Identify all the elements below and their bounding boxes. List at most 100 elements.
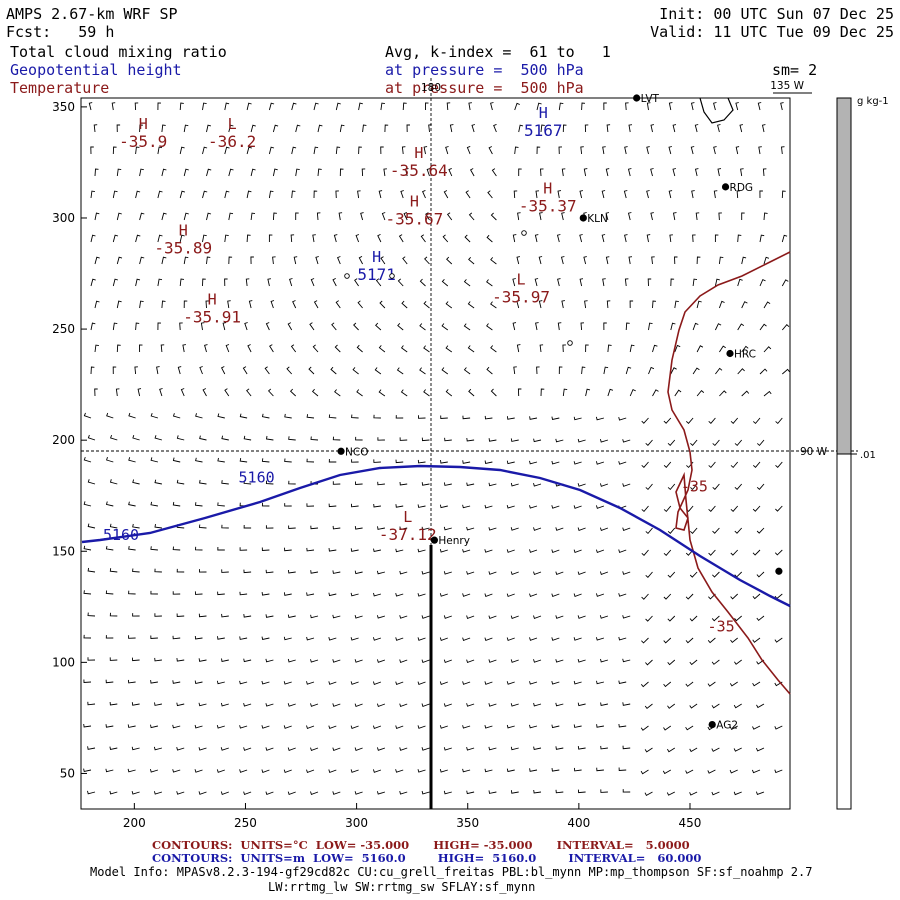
wind-barb xyxy=(199,524,207,529)
wind-barb xyxy=(206,168,212,177)
wind-barb xyxy=(707,769,716,774)
wind-barb xyxy=(153,791,163,795)
wind-barb xyxy=(272,256,276,265)
wind-barb xyxy=(443,703,452,707)
wind-barb xyxy=(674,256,678,265)
wind-barb xyxy=(397,278,404,287)
wind-barb xyxy=(730,417,739,424)
wind-barb xyxy=(90,322,96,331)
wind-barb xyxy=(194,591,203,595)
wind-barb xyxy=(339,124,345,133)
wind-barb xyxy=(205,300,210,309)
wind-barb xyxy=(446,256,453,265)
wind-barb xyxy=(486,366,493,375)
wind-barb xyxy=(529,637,538,641)
wind-barb xyxy=(395,548,404,553)
wind-barb xyxy=(228,168,234,177)
wind-barb xyxy=(685,769,694,774)
wind-barb xyxy=(127,679,136,684)
wind-barb xyxy=(283,725,292,729)
wind-barb xyxy=(375,278,382,287)
wind-barb xyxy=(261,725,270,729)
wind-barb xyxy=(690,146,695,155)
wind-barb xyxy=(265,703,274,707)
wind-barb xyxy=(557,190,562,199)
forecast-hour: Fcst: 59 h xyxy=(6,23,115,41)
wind-barb xyxy=(781,324,790,331)
wind-barb xyxy=(514,146,519,155)
wind-barb xyxy=(780,102,784,111)
wind-barb xyxy=(510,482,519,487)
wind-barb xyxy=(87,567,96,573)
wind-barb xyxy=(669,234,673,243)
field-cloud-info: Avg, k-index = 61 to 1 xyxy=(385,43,611,61)
wind-barb xyxy=(468,256,475,265)
wind-barb xyxy=(577,527,586,531)
wind-barb xyxy=(137,388,142,397)
wind-barb xyxy=(421,703,430,707)
wind-barb xyxy=(624,146,628,155)
wind-barb xyxy=(640,725,649,731)
wind-barb xyxy=(512,322,517,331)
wind-barb xyxy=(488,527,497,531)
wind-barb xyxy=(551,680,560,685)
wind-barb xyxy=(462,637,471,641)
wind-barb xyxy=(443,790,452,795)
wind-barb xyxy=(153,746,163,751)
wind-barb xyxy=(622,615,631,619)
wind-barb xyxy=(585,388,591,397)
wind-barb xyxy=(373,592,382,597)
wind-barb xyxy=(339,168,344,177)
wind-barb xyxy=(194,724,203,729)
wind-barb xyxy=(781,279,789,287)
height-contour-info: CONTOURS: UNITS=m LOW= 5160.0 HIGH= 5160… xyxy=(152,851,702,865)
wind-barb xyxy=(607,344,612,353)
wind-barb xyxy=(310,525,319,530)
wind-barb xyxy=(758,146,762,155)
wind-barb xyxy=(516,256,520,265)
wind-barb xyxy=(176,658,185,662)
wind-barb xyxy=(284,458,292,463)
wind-barb xyxy=(112,234,119,243)
wind-barb xyxy=(466,145,471,155)
wind-barb xyxy=(488,146,493,155)
wind-barb xyxy=(157,278,163,287)
wind-barb xyxy=(600,745,608,750)
wind-barb xyxy=(239,725,248,729)
wind-barb xyxy=(752,637,761,643)
wind-barb xyxy=(730,549,739,556)
wind-barb xyxy=(243,524,252,529)
wind-barb xyxy=(601,190,606,199)
wind-barb xyxy=(629,388,636,397)
wind-barb xyxy=(306,503,315,507)
wind-barb xyxy=(372,725,382,729)
wind-barb xyxy=(333,234,338,243)
wind-barb xyxy=(752,725,761,730)
y-tick-label: 300 xyxy=(52,211,75,225)
wind-barb xyxy=(513,366,517,375)
wind-barb xyxy=(135,146,140,155)
wind-barb xyxy=(462,593,471,597)
wind-barb xyxy=(290,234,295,243)
wind-barb xyxy=(328,725,337,729)
wind-barb xyxy=(317,168,322,177)
wind-barb xyxy=(157,234,163,243)
temperature-extremum-value: -35.91 xyxy=(183,307,241,326)
wind-barb xyxy=(488,615,497,619)
wind-barb xyxy=(287,658,296,663)
wind-barb xyxy=(729,681,738,687)
wind-barb xyxy=(573,593,582,597)
station-marker xyxy=(633,94,641,102)
wind-barb xyxy=(150,724,159,729)
wind-barb xyxy=(689,791,698,796)
wind-barb xyxy=(600,658,609,663)
wind-barb xyxy=(131,657,140,662)
wind-barb xyxy=(602,146,606,155)
wind-barb xyxy=(356,389,363,397)
wind-barb xyxy=(484,593,493,597)
wind-barb xyxy=(239,413,248,419)
wind-barb xyxy=(573,724,582,728)
wind-barb xyxy=(88,102,93,111)
wind-barb xyxy=(775,461,783,468)
wind-barb xyxy=(419,278,426,287)
